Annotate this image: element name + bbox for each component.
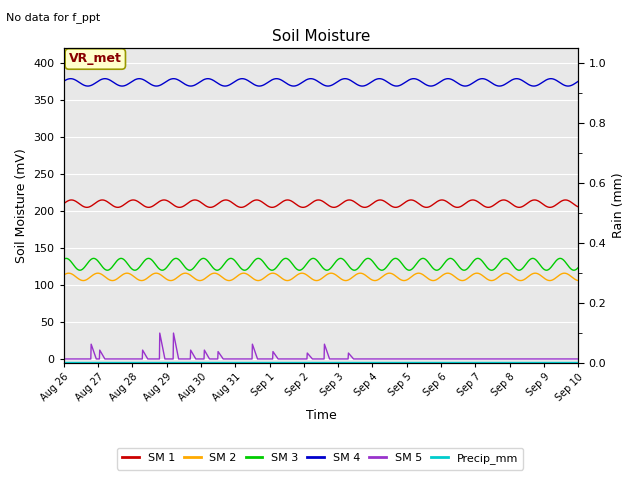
Legend: SM 1, SM 2, SM 3, SM 4, SM 5, Precip_mm: SM 1, SM 2, SM 3, SM 4, SM 5, Precip_mm bbox=[116, 448, 524, 469]
Title: Soil Moisture: Soil Moisture bbox=[272, 29, 370, 44]
Text: No data for f_ppt: No data for f_ppt bbox=[6, 12, 100, 23]
Y-axis label: Soil Moisture (mV): Soil Moisture (mV) bbox=[15, 148, 28, 263]
X-axis label: Time: Time bbox=[306, 409, 337, 422]
Text: VR_met: VR_met bbox=[69, 52, 122, 65]
Y-axis label: Rain (mm): Rain (mm) bbox=[612, 173, 625, 238]
